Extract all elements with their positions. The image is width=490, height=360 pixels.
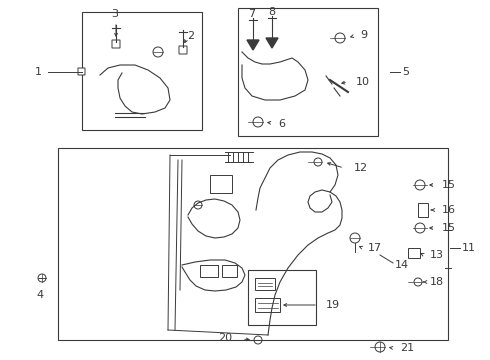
Text: 5: 5 (402, 67, 409, 77)
Text: 18: 18 (430, 277, 444, 287)
Bar (238, 8, 378, 136)
Bar (408, 248, 420, 258)
FancyBboxPatch shape (78, 68, 85, 75)
Bar (82, 12, 202, 130)
Text: 15: 15 (442, 223, 456, 233)
Text: 20: 20 (218, 333, 232, 343)
Text: 7: 7 (248, 9, 256, 19)
Text: 2: 2 (188, 31, 195, 41)
Text: 16: 16 (442, 205, 456, 215)
Bar (200, 265, 218, 277)
Text: 3: 3 (112, 9, 119, 19)
Text: 17: 17 (368, 243, 382, 253)
Text: 11: 11 (462, 243, 476, 253)
Text: 14: 14 (395, 260, 409, 270)
Text: 9: 9 (360, 30, 367, 40)
Bar (418, 203, 428, 217)
Bar (248, 270, 316, 325)
Text: 13: 13 (430, 250, 444, 260)
Bar (210, 175, 232, 193)
Text: 21: 21 (400, 343, 414, 353)
Bar (58, 148, 448, 340)
Bar (255, 298, 280, 312)
Text: 10: 10 (356, 77, 370, 87)
Bar (222, 265, 237, 277)
Text: 6: 6 (278, 119, 285, 129)
Text: 4: 4 (36, 290, 44, 300)
Text: 15: 15 (442, 180, 456, 190)
Polygon shape (247, 40, 259, 50)
Text: 8: 8 (269, 7, 275, 17)
FancyBboxPatch shape (112, 40, 120, 48)
FancyBboxPatch shape (179, 46, 187, 54)
Text: 1: 1 (34, 67, 42, 77)
Text: 19: 19 (326, 300, 340, 310)
Text: 12: 12 (354, 163, 368, 173)
Polygon shape (266, 38, 278, 48)
Bar (255, 278, 275, 290)
